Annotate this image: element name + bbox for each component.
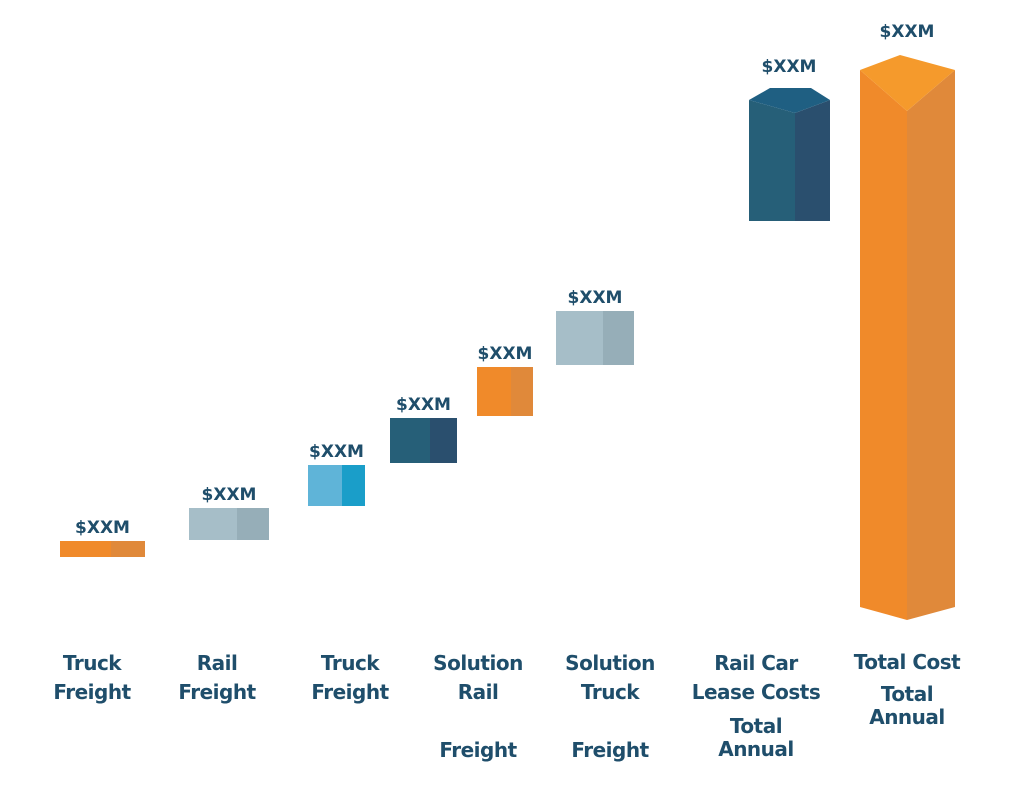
category-label-solution-truck-freight: Solution Truck Freight — [565, 651, 655, 762]
data-label-rail-freight: $XXM — [202, 485, 257, 505]
data-label-rail-car-lease: $XXM — [568, 288, 623, 308]
bar-rail-car-lease-costs — [749, 88, 830, 221]
bar-total-cost — [860, 55, 955, 620]
bar-truck-freight-2-side — [342, 465, 365, 506]
bar-rail-car-lease-costs-front — [749, 100, 795, 221]
bar-solution-truck-freight-side — [511, 367, 533, 416]
category-label-solution-rail-freight: Solution Rail Freight — [433, 651, 523, 762]
bar-truck-freight-2 — [308, 465, 365, 506]
bar-rail-car-lease-costs-side — [795, 100, 830, 221]
bar-rail-freight — [189, 508, 269, 540]
category-label-total-cost: Total Cost Total Annual — [853, 650, 961, 729]
bar-truck-freight-2-front — [308, 465, 342, 506]
bar-rail-car-lease-side — [603, 311, 634, 365]
data-label-rail-car-lease-costs: $XXM — [762, 57, 817, 77]
data-label-solution-rail-freight: $XXM — [396, 395, 451, 415]
bar-total-cost-side — [907, 70, 955, 620]
bar-rail-car-lease-front — [556, 311, 603, 365]
bar-solution-truck-freight — [477, 367, 533, 416]
data-label-truck-freight: $XXM — [75, 518, 130, 538]
bar-truck-freight-front — [60, 541, 111, 557]
data-label-total-cost: $XXM — [880, 22, 935, 42]
bar-solution-rail-freight-front — [390, 418, 430, 463]
category-label-rail-car-lease-costs: Rail Car Lease Costs Total Annual — [691, 651, 821, 761]
category-label-truck-freight: Truck Freight — [53, 651, 131, 704]
category-label-rail-freight: Rail Freight — [178, 651, 256, 704]
bar-rail-car-lease-costs-top — [749, 88, 830, 113]
bar-total-cost-top — [860, 55, 955, 111]
category-label-truck-freight-2: Truck Freight — [311, 651, 389, 704]
bar-truck-freight — [60, 541, 145, 557]
bar-total-cost-front — [860, 70, 907, 620]
bar-solution-rail-freight-side — [430, 418, 457, 463]
data-label-solution-truck-freight: $XXM — [478, 344, 533, 364]
bar-solution-truck-freight-front — [477, 367, 511, 416]
bar-rail-freight-front — [189, 508, 237, 540]
bar-truck-freight-side — [111, 541, 145, 557]
bar-rail-freight-side — [237, 508, 269, 540]
bar-solution-rail-freight — [390, 418, 457, 463]
bar-rail-car-lease — [556, 311, 634, 365]
data-label-truck-freight-2: $XXM — [309, 442, 364, 462]
